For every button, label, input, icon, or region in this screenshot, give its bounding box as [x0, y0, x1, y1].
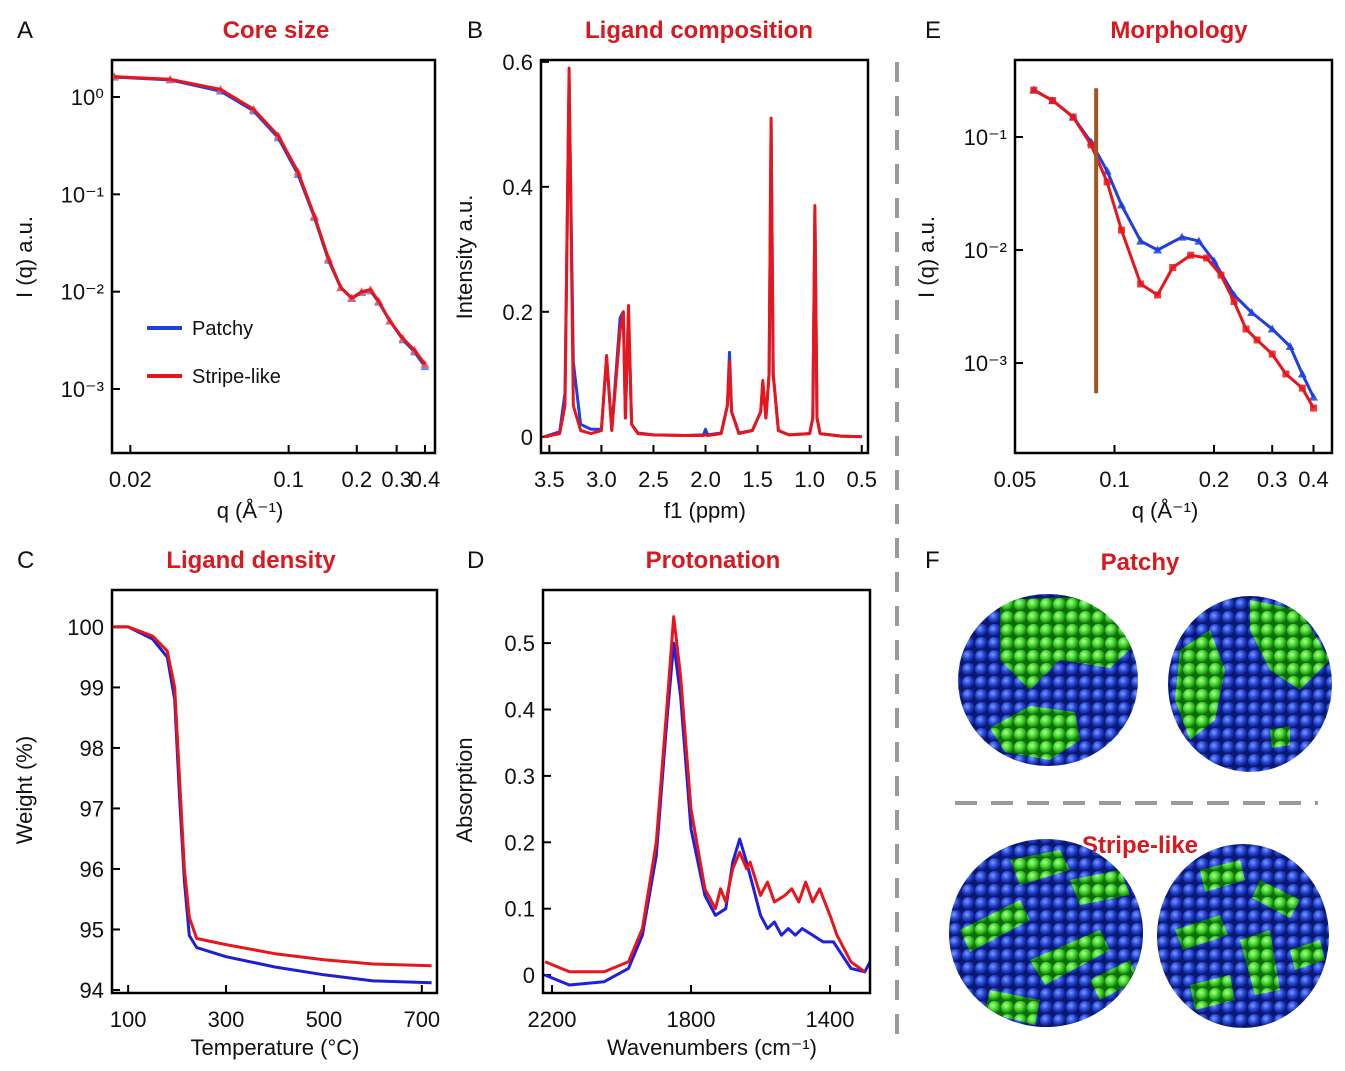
- x-tick-label: 2.0: [690, 467, 721, 492]
- x-tick-label: 0.4: [1298, 467, 1329, 492]
- y-tick-label: 0.6: [502, 50, 533, 75]
- plot-frame: [539, 58, 870, 455]
- chart-title: Core size: [223, 17, 330, 44]
- x-tick-label: 1.0: [794, 467, 825, 492]
- plot-frame: [110, 588, 439, 995]
- x-axis-label: Wavenumbers (cm⁻¹): [607, 1035, 817, 1060]
- y-tick-label: 0.2: [504, 830, 535, 855]
- x-axis-label: q (Å⁻¹): [1132, 498, 1199, 523]
- y-tick-label: 10⁰: [71, 85, 104, 110]
- series-line: [544, 615, 866, 974]
- series-line: [114, 75, 427, 366]
- x-tick-label: 0.3: [381, 467, 412, 492]
- model-label: Patchy: [1101, 549, 1180, 576]
- series-line: [544, 641, 870, 987]
- marker: [1310, 404, 1318, 412]
- y-axis-label: Intensity a.u.: [452, 195, 477, 320]
- y-axis-label: Absorption: [452, 737, 477, 842]
- x-tick-label: 0.5: [846, 467, 877, 492]
- chart-title: Morphology: [1110, 17, 1248, 44]
- y-axis-label: Weight (%): [12, 736, 37, 844]
- x-tick-label: 0.3: [1257, 467, 1288, 492]
- panel-letter: A: [17, 17, 33, 44]
- x-tick-label: 0.2: [1199, 467, 1230, 492]
- y-tick-label: 99: [80, 675, 104, 700]
- x-tick-label: 1.5: [742, 467, 773, 492]
- y-axis-label: I (q) a.u.: [12, 216, 37, 298]
- model-label: Stripe-like: [1082, 832, 1198, 859]
- y-tick-label: 0: [523, 963, 535, 988]
- x-tick-label: 500: [306, 1007, 343, 1032]
- x-axis-label: f1 (ppm): [664, 498, 746, 523]
- series-line: [114, 75, 427, 368]
- x-tick-label: 0.05: [994, 467, 1037, 492]
- panel-letter: D: [467, 547, 484, 574]
- y-tick-label: 0.1: [504, 897, 535, 922]
- particle: [1168, 596, 1332, 772]
- y-tick-label: 98: [80, 736, 104, 761]
- x-axis-label: Temperature (°C): [191, 1035, 360, 1060]
- x-tick-label: 0.4: [410, 467, 441, 492]
- y-tick-label: 10⁻¹: [61, 182, 104, 207]
- particle: [958, 594, 1138, 766]
- particle: [949, 839, 1143, 1027]
- x-tick-label: 0.2: [341, 467, 372, 492]
- series-line: [1033, 88, 1315, 409]
- y-tick-label: 10⁻²: [964, 238, 1007, 263]
- y-tick-label: 94: [80, 978, 104, 1003]
- y-tick-label: 0.3: [504, 764, 535, 789]
- x-tick-label: 0.1: [273, 467, 304, 492]
- panel-letter: C: [17, 547, 34, 574]
- x-tick-label: 3.0: [586, 467, 617, 492]
- legend-label: Patchy: [192, 318, 253, 340]
- y-tick-label: 10⁻¹: [964, 125, 1007, 150]
- y-tick-label: 95: [80, 917, 104, 942]
- x-tick-label: 1400: [806, 1007, 855, 1032]
- y-tick-label: 0.4: [504, 698, 535, 723]
- panel-letter: E: [925, 17, 941, 44]
- chart-title: Ligand density: [166, 547, 336, 574]
- x-tick-label: 0.1: [1099, 467, 1130, 492]
- y-tick-label: 96: [80, 857, 104, 882]
- x-tick-label: 300: [208, 1007, 245, 1032]
- y-tick-label: 0: [521, 425, 533, 450]
- x-tick-label: 2.5: [638, 467, 669, 492]
- plot-frame: [110, 58, 437, 455]
- x-tick-label: 2200: [528, 1007, 577, 1032]
- y-tick-label: 100: [67, 615, 104, 640]
- plot-frame: [541, 588, 872, 995]
- chart-title: Ligand composition: [585, 17, 813, 44]
- x-tick-label: 1800: [667, 1007, 716, 1032]
- series-line: [113, 625, 432, 968]
- series-line: [543, 66, 862, 439]
- y-axis-label: I (q) a.u.: [914, 216, 939, 298]
- y-tick-label: 0.5: [504, 631, 535, 656]
- x-tick-label: 3.5: [534, 467, 565, 492]
- x-tick-label: 0.02: [109, 467, 152, 492]
- series-line: [113, 625, 432, 985]
- y-tick-label: 0.2: [502, 300, 533, 325]
- particle: [1157, 844, 1329, 1028]
- chart-title: Protonation: [646, 547, 781, 574]
- x-tick-label: 700: [403, 1007, 440, 1032]
- plot-frame: [1013, 58, 1334, 455]
- legend-label: Stripe-like: [192, 366, 281, 388]
- x-axis-label: q (Å⁻¹): [217, 498, 284, 523]
- y-tick-label: 10⁻³: [964, 351, 1007, 376]
- y-tick-label: 10⁻³: [61, 377, 104, 402]
- y-tick-label: 0.4: [502, 175, 533, 200]
- y-tick-label: 10⁻²: [61, 280, 104, 305]
- panel-letter: F: [925, 547, 940, 574]
- x-tick-label: 100: [110, 1007, 147, 1032]
- panel-letter: B: [467, 17, 483, 44]
- y-tick-label: 97: [80, 796, 104, 821]
